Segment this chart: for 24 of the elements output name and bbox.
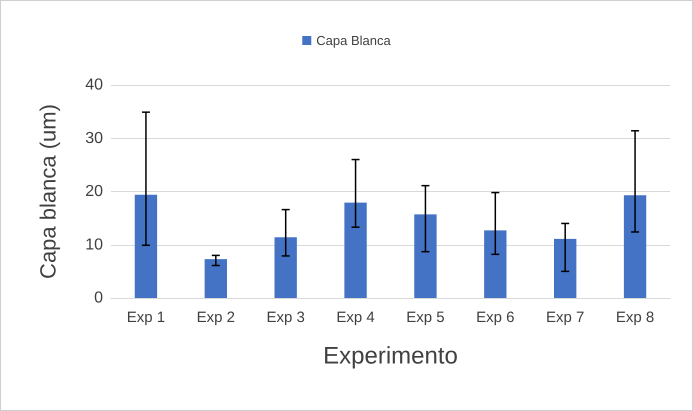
x-axis-title: Experimento [323,342,458,370]
y-tick-label: 0 [94,290,104,306]
y-tick-label: 40 [85,76,104,94]
bar [204,259,227,298]
x-tick-label: Exp 2 [196,309,235,326]
bar [344,202,367,298]
x-tick-label: Exp 8 [616,309,654,326]
x-tick-label: Exp 6 [476,309,514,326]
y-tick-label: 30 [85,130,104,147]
y-tick-label: 20 [85,183,104,200]
bar [274,237,297,298]
bar [484,230,506,298]
bar [134,194,158,298]
x-tick-label: Exp 5 [406,309,445,326]
bar [554,238,576,298]
y-tick-label: 10 [85,236,104,254]
bar [624,195,646,298]
x-tick-label: Exp 3 [266,309,305,326]
y-axis-title: Capa blanca (um) [36,104,60,279]
x-tick-label: Exp 1 [126,309,166,326]
bar [414,214,437,298]
legend-label: Capa Blanca [316,33,392,48]
x-tick-label: Exp 4 [336,309,375,326]
x-tick-label: Exp 7 [546,309,584,326]
